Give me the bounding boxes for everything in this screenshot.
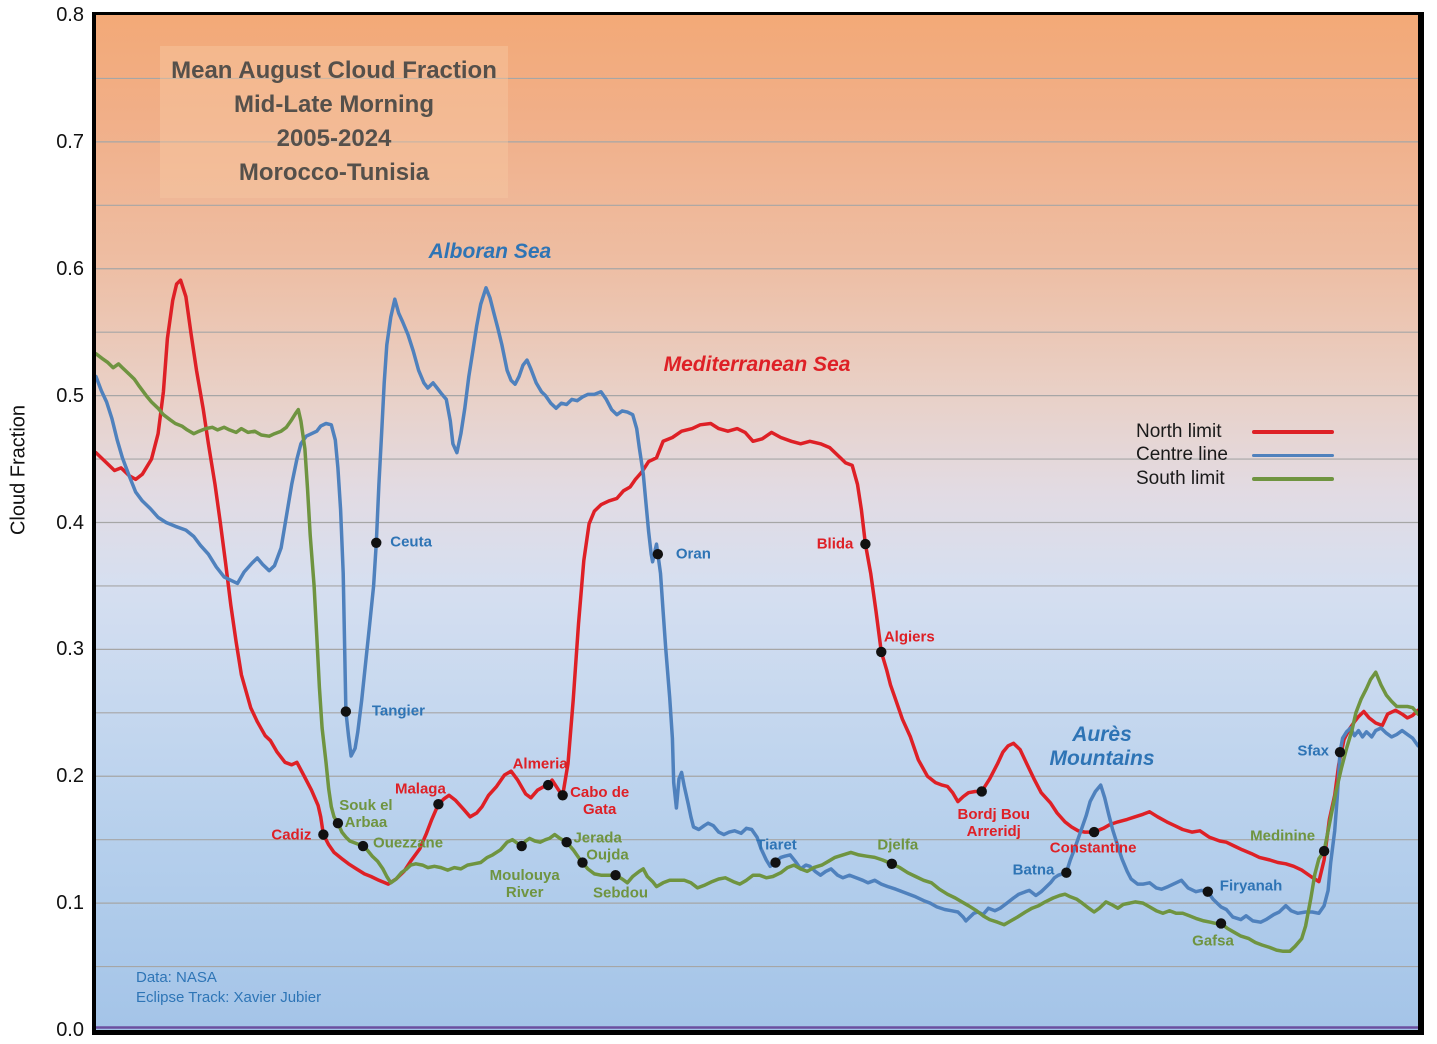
legend-item-south: South limit <box>1136 467 1334 491</box>
city-marker-djelfa <box>886 858 898 869</box>
city-label-oujda: Oujda <box>586 846 629 864</box>
city-marker-ouezzane <box>357 840 369 852</box>
legend-line-swatch-centre <box>1252 453 1334 457</box>
chart-title-block: Mean August Cloud Fraction Mid-Late Morn… <box>160 46 508 198</box>
region-label-aurès: Aurès Mountains <box>1049 723 1155 771</box>
city-label-tiaret: Tiaret <box>756 836 797 854</box>
chart-canvas <box>96 77 1418 1029</box>
city-label-cadiz: Cadiz <box>271 826 312 844</box>
centre-limit-line <box>96 286 1418 924</box>
city-marker-ceuta <box>371 537 382 548</box>
region-label-mediterranean-sea: Mediterranean Sea <box>663 353 851 377</box>
city-label-ouezzane: Ouezzane <box>373 834 444 852</box>
y-tick-0.5: 0.5 <box>56 384 84 407</box>
city-label-bordj-bou: Bordj Bou Arreridj <box>957 806 1030 841</box>
city-label-ceuta: Ceuta <box>390 533 432 551</box>
city-marker-tiaret <box>770 857 781 868</box>
city-marker-cabo-de <box>557 790 568 801</box>
legend-line-swatch-south <box>1252 477 1334 481</box>
south-limit-line <box>96 352 1418 954</box>
city-marker-tangier <box>340 706 352 717</box>
city-marker-sebdou <box>610 870 621 881</box>
legend-label-south: South limit <box>1136 467 1225 489</box>
city-label-gafsa: Gafsa <box>1192 932 1234 950</box>
city-marker-oran <box>652 549 664 560</box>
north-limit-line <box>96 278 1418 886</box>
city-marker-bordj-bou <box>976 786 987 797</box>
city-marker-gafsa <box>1215 918 1227 929</box>
y-tick-0.4: 0.4 <box>56 511 84 534</box>
city-marker-firyanah <box>1202 886 1214 897</box>
legend-label-north: North limit <box>1136 420 1222 442</box>
attribution-data-source: Data: NASA <box>136 969 217 986</box>
city-label-firyanah: Firyanah <box>1219 877 1283 895</box>
y-tick-0.8: 0.8 <box>56 4 84 26</box>
city-marker-souk-el <box>332 817 344 829</box>
legend-item-north: North limit <box>1136 420 1334 444</box>
city-label-sfax: Sfax <box>1297 742 1329 760</box>
y-tick-0.6: 0.6 <box>56 257 84 280</box>
y-tick-0.3: 0.3 <box>56 638 84 661</box>
title-line-4: Morocco-Tunisia <box>238 159 430 186</box>
legend-line-swatch-north <box>1252 430 1334 434</box>
city-marker-batna <box>1061 867 1072 878</box>
city-label-oran: Oran <box>675 545 711 563</box>
title-line-1: Mean August Cloud Fraction <box>171 57 497 84</box>
city-label-moulouya: Moulouya River <box>489 867 560 902</box>
title-line-2: Mid-Late Morning <box>234 91 434 118</box>
city-label-almeria: Almeria <box>512 755 568 773</box>
y-tick-0.0: 0.0 <box>56 1019 84 1041</box>
city-marker-oujda <box>577 857 588 868</box>
city-label-jerada: Jerada <box>573 829 622 847</box>
city-label-constantine: Constantine <box>1049 839 1137 857</box>
city-label-medinine: Medinine <box>1250 827 1316 845</box>
attribution-block: Data: NASA Eclipse Track: Xavier Jubier <box>136 968 321 1008</box>
city-label-cabo-de: Cabo de Gata <box>570 784 630 819</box>
y-tick-0.2: 0.2 <box>56 765 84 788</box>
legend-label-centre: Centre line <box>1136 444 1228 466</box>
plot-area: Mean August Cloud Fraction Mid-Late Morn… <box>96 15 1418 1030</box>
city-marker-malaga <box>433 798 444 810</box>
legend-item-centre: Centre line <box>1136 444 1334 468</box>
city-label-djelfa: Djelfa <box>877 836 919 854</box>
city-label-tangier: Tangier <box>371 702 425 720</box>
city-marker-blida <box>860 538 871 550</box>
legend: North limit Centre line South limit <box>1136 420 1334 491</box>
plot-frame: Mean August Cloud Fraction Mid-Late Morn… <box>92 12 1424 1035</box>
city-marker-almeria <box>542 779 554 791</box>
city-marker-cadiz <box>318 829 329 840</box>
city-marker-moulouya <box>516 840 527 852</box>
region-label-alboran-sea: Alboran Sea <box>428 240 552 264</box>
city-label-souk-el: Souk el Arbaa <box>339 797 393 832</box>
city-label-batna: Batna <box>1012 861 1055 879</box>
y-axis-title: Cloud Fraction <box>7 404 30 536</box>
city-label-sebdou: Sebdou <box>593 884 649 902</box>
city-label-malaga: Malaga <box>394 780 446 798</box>
city-marker-medinine <box>1318 845 1330 857</box>
y-tick-0.7: 0.7 <box>56 130 84 153</box>
title-line-3: 2005-2024 <box>276 125 392 152</box>
city-marker-constantine <box>1088 826 1100 838</box>
city-marker-algiers <box>876 646 887 658</box>
city-marker-jerada <box>561 837 572 848</box>
y-tick-0.1: 0.1 <box>56 892 84 915</box>
city-label-blida: Blida <box>816 535 854 553</box>
city-marker-sfax <box>1334 746 1346 758</box>
attribution-track-source: Eclipse Track: Xavier Jubier <box>136 989 322 1006</box>
city-label-algiers: Algiers <box>883 628 935 646</box>
